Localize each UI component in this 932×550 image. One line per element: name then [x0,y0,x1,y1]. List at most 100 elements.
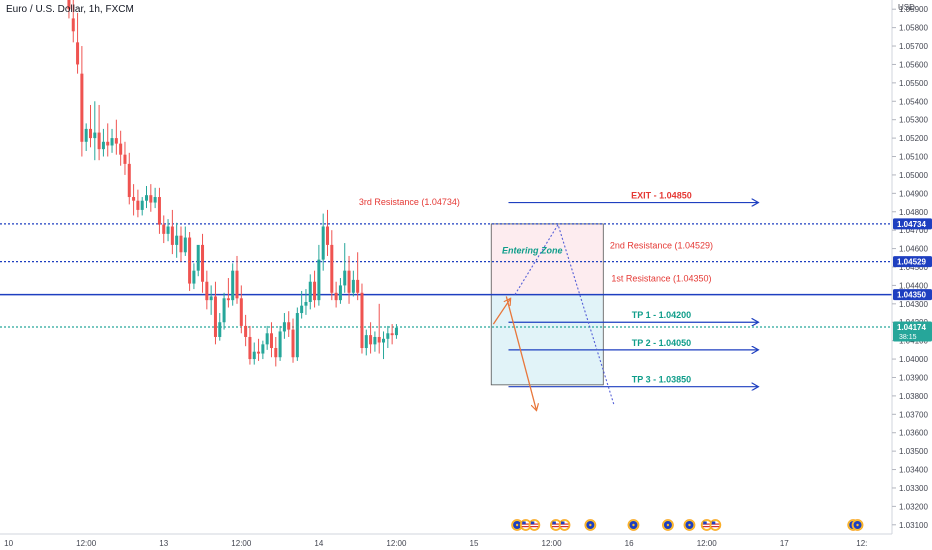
time-tick-label: 12: [856,539,867,548]
candle-body [347,270,351,293]
price-tick-label: 1.05100 [899,153,928,162]
price-tick-label: 1.03500 [899,447,928,456]
candle-body [360,292,364,349]
us-flag-icon[interactable] [528,519,541,531]
us-flag-icon[interactable] [549,519,562,531]
price-tick-label: 1.05500 [899,79,928,88]
candle-body [179,235,183,253]
time-tick-label: 12:00 [76,539,97,548]
candle-body [226,298,230,301]
price-tick-label: 1.03800 [899,392,928,401]
res2-label: 2nd Resistance (1.04529) [610,241,713,251]
candle-body [114,138,118,144]
tp1-label: TP 1 - 1.04200 [632,310,691,320]
candle-body [390,333,394,336]
candle-body [257,351,261,354]
time-tick-label: 10 [4,539,13,548]
candle-body [330,244,334,293]
candle-body [67,0,71,10]
candle-body [140,200,144,210]
currency-label: USD [898,3,915,12]
candle-body [282,322,286,332]
candle-body [84,128,88,142]
tp3-label: TP 3 - 1.03850 [632,375,691,385]
candle-body [213,296,217,337]
candle-body [209,296,213,301]
time-tick-label: 14 [314,539,323,548]
candle-body [343,270,347,286]
price-tick-label: 1.04600 [899,245,928,254]
price-tick-label: 1.04400 [899,281,928,290]
flag-icon[interactable] [662,519,674,531]
candle-body [170,226,174,245]
flag-icon[interactable] [627,519,640,531]
tp2-label: TP 2 - 1.04050 [632,338,691,348]
us-flag-icon[interactable] [709,519,722,531]
res3-label: 3rd Resistance (1.04734) [359,197,460,207]
candle-body [183,237,187,253]
candle-body [248,336,252,360]
time-tick-label: 17 [780,539,789,548]
flag-icon[interactable] [511,519,524,531]
candle-body [166,226,170,234]
candle-body [300,305,304,314]
price-tick-label: 1.03600 [899,429,928,438]
flag-icon[interactable] [584,519,597,531]
candles [67,0,398,367]
entering-zone-upper [490,223,604,296]
time-tick-label: 16 [625,539,634,548]
candle-body [265,333,269,345]
candle-body [252,351,256,360]
entering-zone-lower [490,294,604,386]
candle-body [196,244,200,271]
candle-body [373,336,377,345]
price-tick-label: 1.04500 [899,263,928,272]
candle-body [304,301,308,306]
candle-body [269,333,273,349]
candle-body [119,143,123,155]
candle-body [313,281,317,301]
candle-body [278,331,282,358]
price-tick-label: 1.03700 [899,410,928,419]
us-flag-icon[interactable] [558,519,571,531]
time-tick-label: 12:00 [542,539,563,548]
candle-body [356,279,360,293]
time-tick-label: 12:00 [386,539,407,548]
flag-icon[interactable] [851,519,864,531]
price-level-value: 1.04734 [897,220,926,229]
price-tick-label: 1.03300 [899,484,928,493]
candle-body [80,73,84,142]
flag-icon[interactable] [683,519,696,531]
candle-body [201,244,205,282]
short-arrow [505,296,536,410]
price-axis-level-labels: 1.04734 1.04529 1.04350 1.04174 38:15 [893,218,932,342]
price-tick-label: 1.05000 [899,171,928,180]
price-tick-label: 1.05600 [899,60,928,69]
candle-body [308,281,312,302]
price-tick-label: 1.05700 [899,42,928,51]
candle-body [76,42,80,65]
candle-body [291,329,295,358]
candle-body [132,197,136,201]
time-tick-label: 15 [470,539,479,548]
price-level-badge [893,289,932,301]
candle-body [192,270,196,284]
time-axis[interactable]: 10 12:00 13 12:00 14 12:00 15 12:00 16 12:00 17 12: [4,539,867,548]
economic-events[interactable] [511,519,864,531]
price-tick-label: 1.05900 [899,5,928,14]
candle-body [222,298,226,323]
price-tick-label: 1.04900 [899,189,928,198]
annotations: 3rd Resistance (1.04734) 2nd Resistance … [359,191,713,385]
entering-zone-label: Entering Zone [502,246,562,256]
candle-body [325,226,330,245]
price-level-badge [893,321,932,342]
candle-body [157,197,161,225]
price-tick-label: 1.04300 [899,300,928,309]
us-flag-icon[interactable] [700,519,713,531]
candle-body [239,298,243,326]
candle-body [123,154,127,164]
candle-body [287,322,291,330]
candle-body [377,336,381,343]
